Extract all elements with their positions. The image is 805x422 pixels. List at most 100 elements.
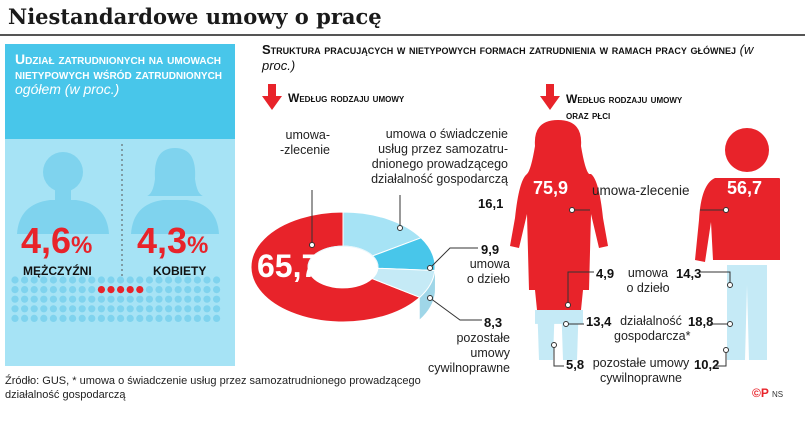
left-panel-graphic <box>5 44 235 366</box>
grid-dot <box>126 305 134 313</box>
label-dzielo-line1: umowa <box>469 257 510 271</box>
grid-dot <box>107 295 115 303</box>
grid-dot <box>155 305 163 313</box>
women-value-number: 4,3 <box>137 220 188 261</box>
gender-label-zlecenie: umowa-zlecenie <box>592 183 690 198</box>
gender-figures <box>510 120 780 360</box>
grid-dot <box>40 286 48 294</box>
grid-dot <box>165 295 173 303</box>
grid-dot <box>97 276 105 284</box>
grid-dot <box>78 295 86 303</box>
grid-dot <box>213 276 221 284</box>
grid-dot <box>184 314 192 322</box>
grid-dot <box>49 305 58 313</box>
grid-dot <box>59 286 67 294</box>
grid-dot <box>40 314 48 322</box>
grid-dot <box>184 286 192 294</box>
grid-dot <box>117 305 125 313</box>
grid-dot <box>136 305 144 313</box>
source-note: Źródło: GUS, * umowa o świadczenie usług… <box>5 375 421 401</box>
grid-dot <box>184 305 192 313</box>
women-label: KOBIETY <box>153 264 207 278</box>
grid-dot <box>145 305 153 313</box>
grid-dot <box>213 286 221 294</box>
value-swiadczenie: 16,1 <box>478 196 504 211</box>
grid-dot <box>21 305 29 313</box>
panel-heading: Udział zatrudnionych na umowach nietypow… <box>15 52 225 97</box>
grid-dot <box>21 295 29 303</box>
grid-dot <box>117 314 125 322</box>
grid-dot <box>107 314 115 322</box>
grid-dot <box>126 286 134 294</box>
grid-dot <box>136 314 144 322</box>
grid-dot <box>203 276 211 284</box>
grid-dot <box>193 295 201 303</box>
grid-dot <box>30 295 38 303</box>
grid-dot <box>11 295 19 303</box>
grid-dot <box>97 305 105 313</box>
left-panel-lower-bg <box>5 139 235 366</box>
grid-dot <box>21 276 29 284</box>
grid-dot <box>174 314 182 322</box>
gender-label-pozostale: pozostałe umowy cywilnoprawne <box>589 356 693 386</box>
grid-dot <box>203 295 211 303</box>
grid-dot <box>78 286 86 294</box>
grid-dot <box>69 276 77 284</box>
grid-dot <box>193 305 201 313</box>
grid-dot <box>21 286 29 294</box>
grid-dot <box>78 305 86 313</box>
panel-heading-italic: ogółem (w proc.) <box>15 81 120 97</box>
grid-dot <box>165 305 173 313</box>
grid-dot <box>203 314 211 322</box>
credit-mark: ©P <box>752 386 769 400</box>
man-value-zlecenie: 56,7 <box>727 178 763 198</box>
grid-dot <box>184 276 192 284</box>
gender-subheading: Według rodzaju umowy oraz płci <box>566 91 682 123</box>
panel-heading-text: Udział zatrudnionych na umowach nietypow… <box>15 51 223 82</box>
grid-dot <box>213 295 221 303</box>
pie-slice <box>371 267 436 298</box>
woman-value-pozostale: 5,8 <box>566 357 585 372</box>
grid-dot <box>193 286 201 294</box>
label-swiadczenie-line1: umowa o świadczenie <box>385 127 508 141</box>
label-swiadczenie-line4: działalność gospodarczą <box>371 172 508 186</box>
grid-dot <box>88 295 96 303</box>
credit-logo: ©P NS <box>752 386 783 400</box>
grid-dot <box>213 305 221 313</box>
gender-label-dzialalnosc: działalność gospodarcza* <box>614 314 690 344</box>
grid-dot <box>21 314 29 322</box>
pie-subheading: Według rodzaju umowy <box>288 91 405 105</box>
men-value-unit: % <box>71 232 93 259</box>
grid-dot <box>193 276 201 284</box>
label-dzielo: umowa o dzieło <box>460 257 510 287</box>
grid-dot <box>59 276 67 284</box>
grid-dot <box>30 305 38 313</box>
grid-dot <box>145 295 153 303</box>
grid-dot <box>136 295 144 303</box>
grid-dot <box>88 314 96 322</box>
grid-dot <box>40 305 48 313</box>
pie-chart <box>250 211 436 323</box>
woman-value-dzialalnosc: 13,4 <box>586 314 612 329</box>
gender-leader-lines <box>551 207 733 367</box>
woman-figure-legs <box>535 310 583 324</box>
grid-dot <box>69 286 77 294</box>
gender-label-dzielo-line1: umowa <box>627 266 669 280</box>
grid-dot <box>88 276 96 284</box>
man-value-dzialalnosc: 18,8 <box>688 314 714 329</box>
woman-value-zlecenie: 75,9 <box>533 178 569 198</box>
grid-dot <box>155 276 163 284</box>
gender-label-dzielo: umowa o dzieło <box>622 266 674 296</box>
grid-dot <box>126 295 134 303</box>
gender-label-pozostale-line2: cywilnoprawne <box>600 371 682 385</box>
chart-heading-italic: (w proc.) <box>262 42 754 73</box>
left-panel: Udział zatrudnionych na umowach nietypow… <box>5 44 235 366</box>
label-swiadczenie-line2: usług przez samozatru- <box>378 142 508 156</box>
grid-dot <box>49 276 58 284</box>
grid-dot <box>97 295 105 303</box>
grid-dot <box>97 286 105 294</box>
label-zlecenie-line2: -zlecenie <box>279 143 330 157</box>
dot-grid <box>11 276 221 322</box>
value-dzielo: 9,9 <box>481 242 500 257</box>
grid-dot <box>203 305 211 313</box>
